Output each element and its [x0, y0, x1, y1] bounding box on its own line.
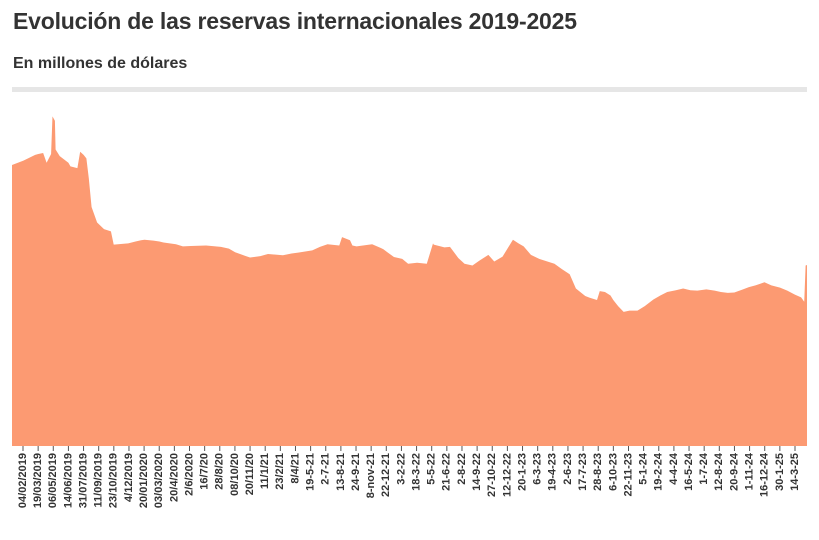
title-divider: [12, 87, 807, 92]
x-tick-label: 2-6-23: [562, 453, 574, 485]
x-tick-label: 19-5-21: [305, 453, 317, 491]
x-tick-label: 5-1-24: [638, 452, 650, 485]
x-tick-label: 8-nov-21: [365, 453, 377, 498]
x-tick-label: 11/09/2019: [93, 453, 105, 507]
x-tick-label: 21-6-22: [441, 453, 453, 491]
x-tick-label: 11/1/21: [259, 453, 271, 489]
x-tick-label: 14/06/2019: [62, 453, 74, 508]
x-tick-label: 6-10-23: [607, 453, 619, 491]
x-tick-label: 19-4-23: [547, 453, 559, 491]
x-tick-label: 4-4-24: [668, 452, 680, 485]
x-tick-label: 2-7-21: [320, 453, 332, 485]
x-tick-label: 16-12-24: [759, 452, 771, 497]
x-tick-label: 23/2/21: [274, 453, 286, 490]
x-tick-label: 20/4/2020: [168, 453, 180, 502]
x-tick-label: 30-1-25: [774, 453, 786, 491]
x-tick-label: 2-8-22: [456, 453, 468, 485]
x-tick-label: 08/10/20: [229, 453, 241, 496]
x-tick-label: 5-5-22: [426, 453, 438, 485]
x-tick-label: 4/12/2019: [123, 453, 135, 502]
x-tick-label: 16-5-24: [683, 452, 695, 491]
x-tick-label: 03/03/2020: [153, 453, 165, 508]
x-tick-label: 22-11-23: [622, 453, 634, 496]
x-tick-label: 14-9-22: [471, 453, 483, 491]
x-tick-label: 20-9-24: [728, 452, 740, 491]
x-tick-label: 31/07/2019: [77, 453, 89, 508]
x-tick-label: 3-2-22: [395, 453, 407, 485]
x-tick-label: 04/02/2019: [17, 453, 29, 508]
x-tick-label: 14-3-25: [789, 453, 801, 491]
x-tick-label: 20-1-23: [516, 453, 528, 491]
x-tick-label: 8/4/21: [289, 453, 301, 484]
x-tick-label: 19-2-24: [653, 452, 665, 491]
x-axis-ticks: 04/02/2019 19/03/2019 06/05/2019 14/06/2019…: [17, 446, 801, 508]
x-tick-label: 1-7-24: [698, 452, 710, 485]
x-tick-label: 2/6/2020: [183, 453, 195, 496]
x-tick-label: 23/10/2019: [108, 453, 120, 508]
x-tick-label: 19/03/2019: [32, 453, 44, 508]
x-tick-label: 28/8/20: [214, 453, 226, 490]
x-tick-label: 20/11/20: [244, 453, 256, 495]
chart-title: Evolución de las reservas internacionale…: [13, 8, 577, 34]
x-tick-label: 06/05/2019: [47, 453, 59, 508]
x-tick-label: 28-8-23: [592, 453, 604, 491]
x-tick-label: 13-8-21: [335, 453, 347, 491]
x-tick-label: 1-11-24: [743, 452, 755, 490]
x-tick-label: 27-10-22: [486, 453, 498, 497]
x-tick-label: 12-12-22: [501, 453, 513, 497]
x-tick-label: 18-3-22: [410, 453, 422, 491]
chart-subtitle: En millones de dólares: [13, 55, 188, 72]
x-tick-label: 6-3-23: [532, 453, 544, 485]
x-tick-label: 12-8-24: [713, 452, 725, 491]
x-tick-label: 22-12-21: [380, 453, 392, 497]
reserves-area: [12, 116, 807, 446]
x-tick-label: 20/01/2020: [138, 453, 150, 508]
area-layer: [12, 116, 807, 446]
x-tick-label: 16/7/20: [199, 453, 211, 490]
x-tick-label: 17-7-23: [577, 453, 589, 491]
x-tick-label: 24-9-21: [350, 453, 362, 491]
